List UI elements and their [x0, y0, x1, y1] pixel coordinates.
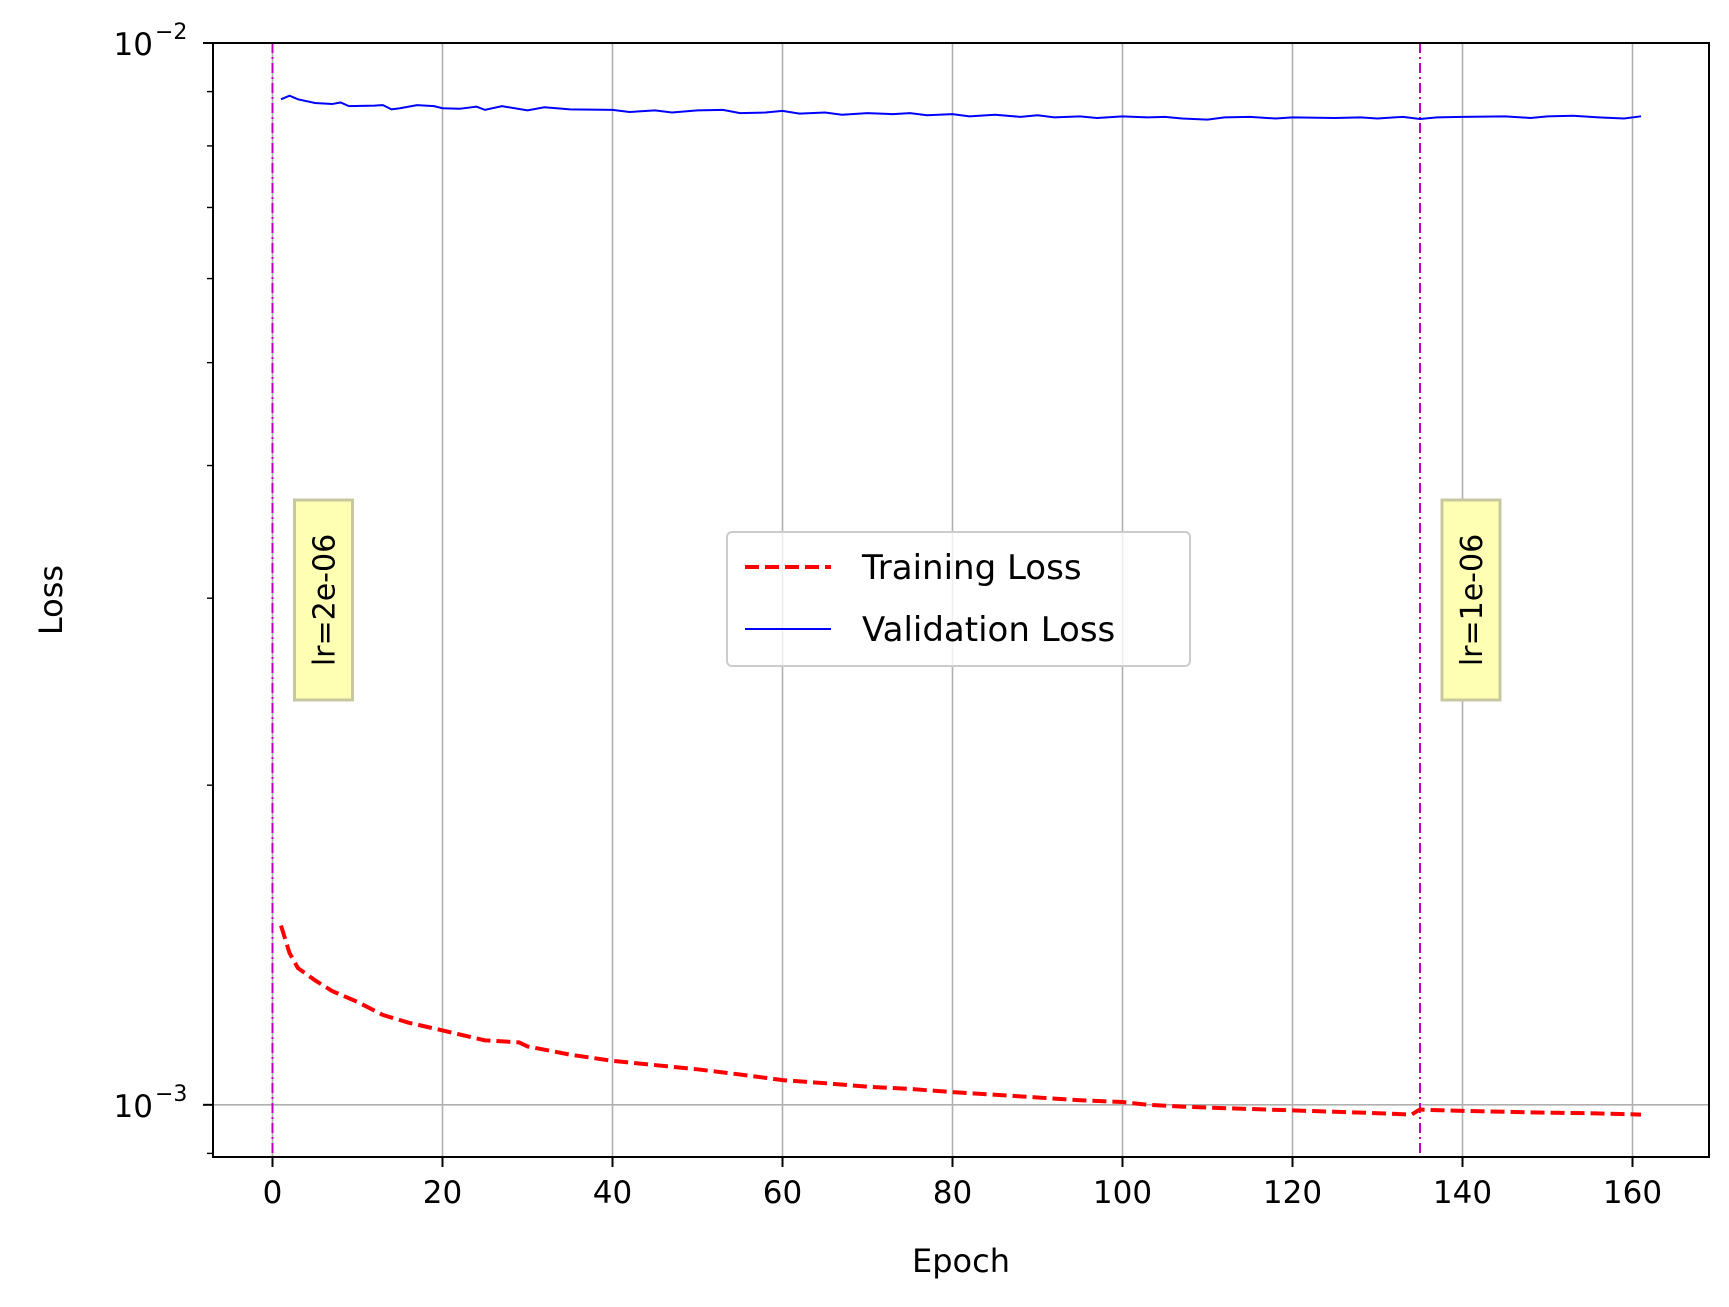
lr-annotation-box [293, 498, 354, 702]
x-axis-ticks: 0 20 40 60 80 100 120 140 160 [263, 1157, 1662, 1211]
lr-change-lines [271, 43, 1421, 1157]
y-axis-ticks: 10−210−3 [114, 20, 213, 1155]
series-layer [279, 94, 1642, 1117]
lr-annotation-label: lr=2e-06 [308, 534, 343, 666]
x-tick-label: 20 [423, 1175, 462, 1211]
x-tick-label: 60 [763, 1175, 802, 1211]
validation-loss-line [280, 94, 1642, 121]
legend-label: Validation Loss [862, 610, 1115, 650]
x-tick-label: 40 [593, 1175, 632, 1211]
x-tick-label: 100 [1093, 1175, 1152, 1211]
x-tick-label: 160 [1603, 1175, 1662, 1211]
legend-box [726, 531, 1191, 667]
y-tick-label: 10 [114, 1089, 153, 1125]
x-axis-label: Epoch [912, 1242, 1010, 1280]
y-axis-label: Loss [32, 565, 70, 635]
legend: Training Loss Validation Loss [726, 531, 1191, 667]
legend-label: Training Loss [861, 548, 1082, 588]
training-loss-line [279, 924, 1642, 1117]
y-tick-exponent: −2 [155, 20, 187, 45]
y-tick-exponent: −3 [155, 1082, 187, 1107]
x-tick-label: 0 [263, 1175, 283, 1211]
lr-annotation-box [1440, 498, 1502, 702]
y-tick-label: 10 [114, 27, 153, 63]
lr-annotations: lr=2e-06 lr=1e-06 [293, 498, 1502, 702]
x-tick-label: 140 [1433, 1175, 1492, 1211]
lr-annotation-label: lr=1e-06 [1455, 534, 1490, 666]
x-tick-label: 120 [1263, 1175, 1322, 1211]
plot-frame [212, 42, 1710, 1158]
x-tick-label: 80 [933, 1175, 972, 1211]
